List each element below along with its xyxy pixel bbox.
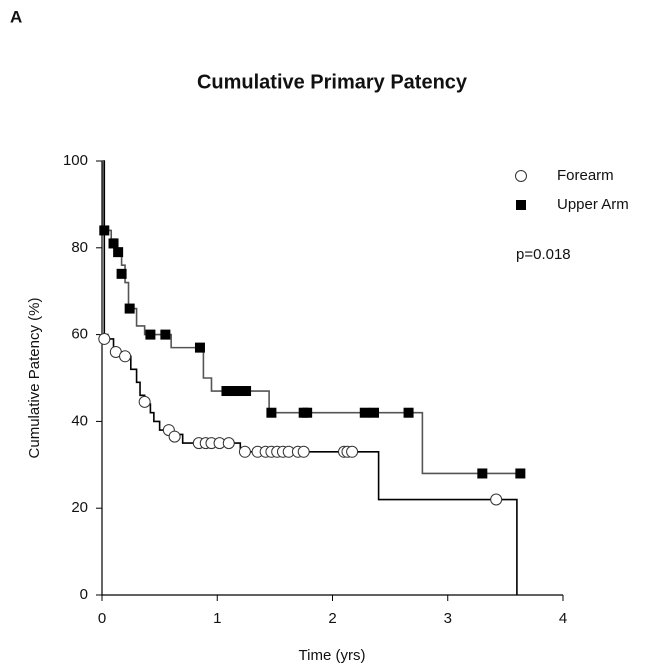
x-tick-label: 2 bbox=[328, 610, 336, 627]
censor-mark bbox=[241, 386, 252, 397]
x-tick-label: 0 bbox=[98, 610, 106, 627]
x-tick-label: 3 bbox=[444, 610, 452, 627]
censor-mark bbox=[119, 350, 132, 363]
censor-mark bbox=[108, 238, 119, 249]
legend-marker bbox=[516, 200, 526, 210]
censor-mark bbox=[227, 386, 238, 397]
censor-mark bbox=[368, 407, 379, 418]
censor-mark bbox=[302, 407, 313, 418]
censor-mark bbox=[403, 407, 414, 418]
y-axis-label: Cumulative Patency (%) bbox=[26, 298, 43, 459]
censor-mark bbox=[98, 332, 111, 345]
censor-mark bbox=[145, 329, 156, 340]
censor-mark bbox=[124, 303, 135, 314]
x-axis-label: Time (yrs) bbox=[299, 647, 366, 664]
y-tick-label: 80 bbox=[71, 239, 88, 256]
x-tick-label: 1 bbox=[213, 610, 221, 627]
censor-mark bbox=[116, 268, 127, 279]
censor-mark bbox=[477, 468, 488, 479]
legend-marker bbox=[515, 170, 527, 182]
censor-mark bbox=[168, 430, 181, 443]
y-tick-label: 60 bbox=[71, 326, 88, 343]
censor-mark bbox=[113, 247, 124, 258]
chart-title: Cumulative Primary Patency bbox=[197, 71, 468, 93]
survival-curve bbox=[102, 160, 518, 595]
censor-mark bbox=[266, 407, 277, 418]
censor-mark bbox=[222, 437, 235, 450]
censor-mark bbox=[138, 395, 151, 408]
censor-mark bbox=[297, 445, 310, 458]
y-tick-label: 40 bbox=[71, 412, 88, 429]
legend-label: Forearm bbox=[557, 167, 614, 184]
legend-label: Upper Arm bbox=[557, 196, 629, 213]
censor-mark bbox=[194, 342, 205, 353]
p-value: p=0.018 bbox=[516, 246, 571, 263]
y-tick-label: 0 bbox=[80, 586, 88, 603]
censor-mark bbox=[232, 386, 243, 397]
censor-mark bbox=[221, 386, 232, 397]
y-tick-label: 20 bbox=[71, 499, 88, 516]
censor-mark bbox=[160, 329, 171, 340]
x-tick-label: 4 bbox=[559, 610, 567, 627]
panel-label: A bbox=[10, 7, 22, 26]
censor-mark bbox=[99, 225, 110, 236]
censor-mark bbox=[490, 493, 503, 506]
censor-mark bbox=[515, 468, 526, 479]
y-tick-label: 100 bbox=[63, 152, 88, 169]
censor-mark bbox=[359, 407, 370, 418]
censor-mark bbox=[238, 445, 251, 458]
censor-mark bbox=[346, 445, 359, 458]
